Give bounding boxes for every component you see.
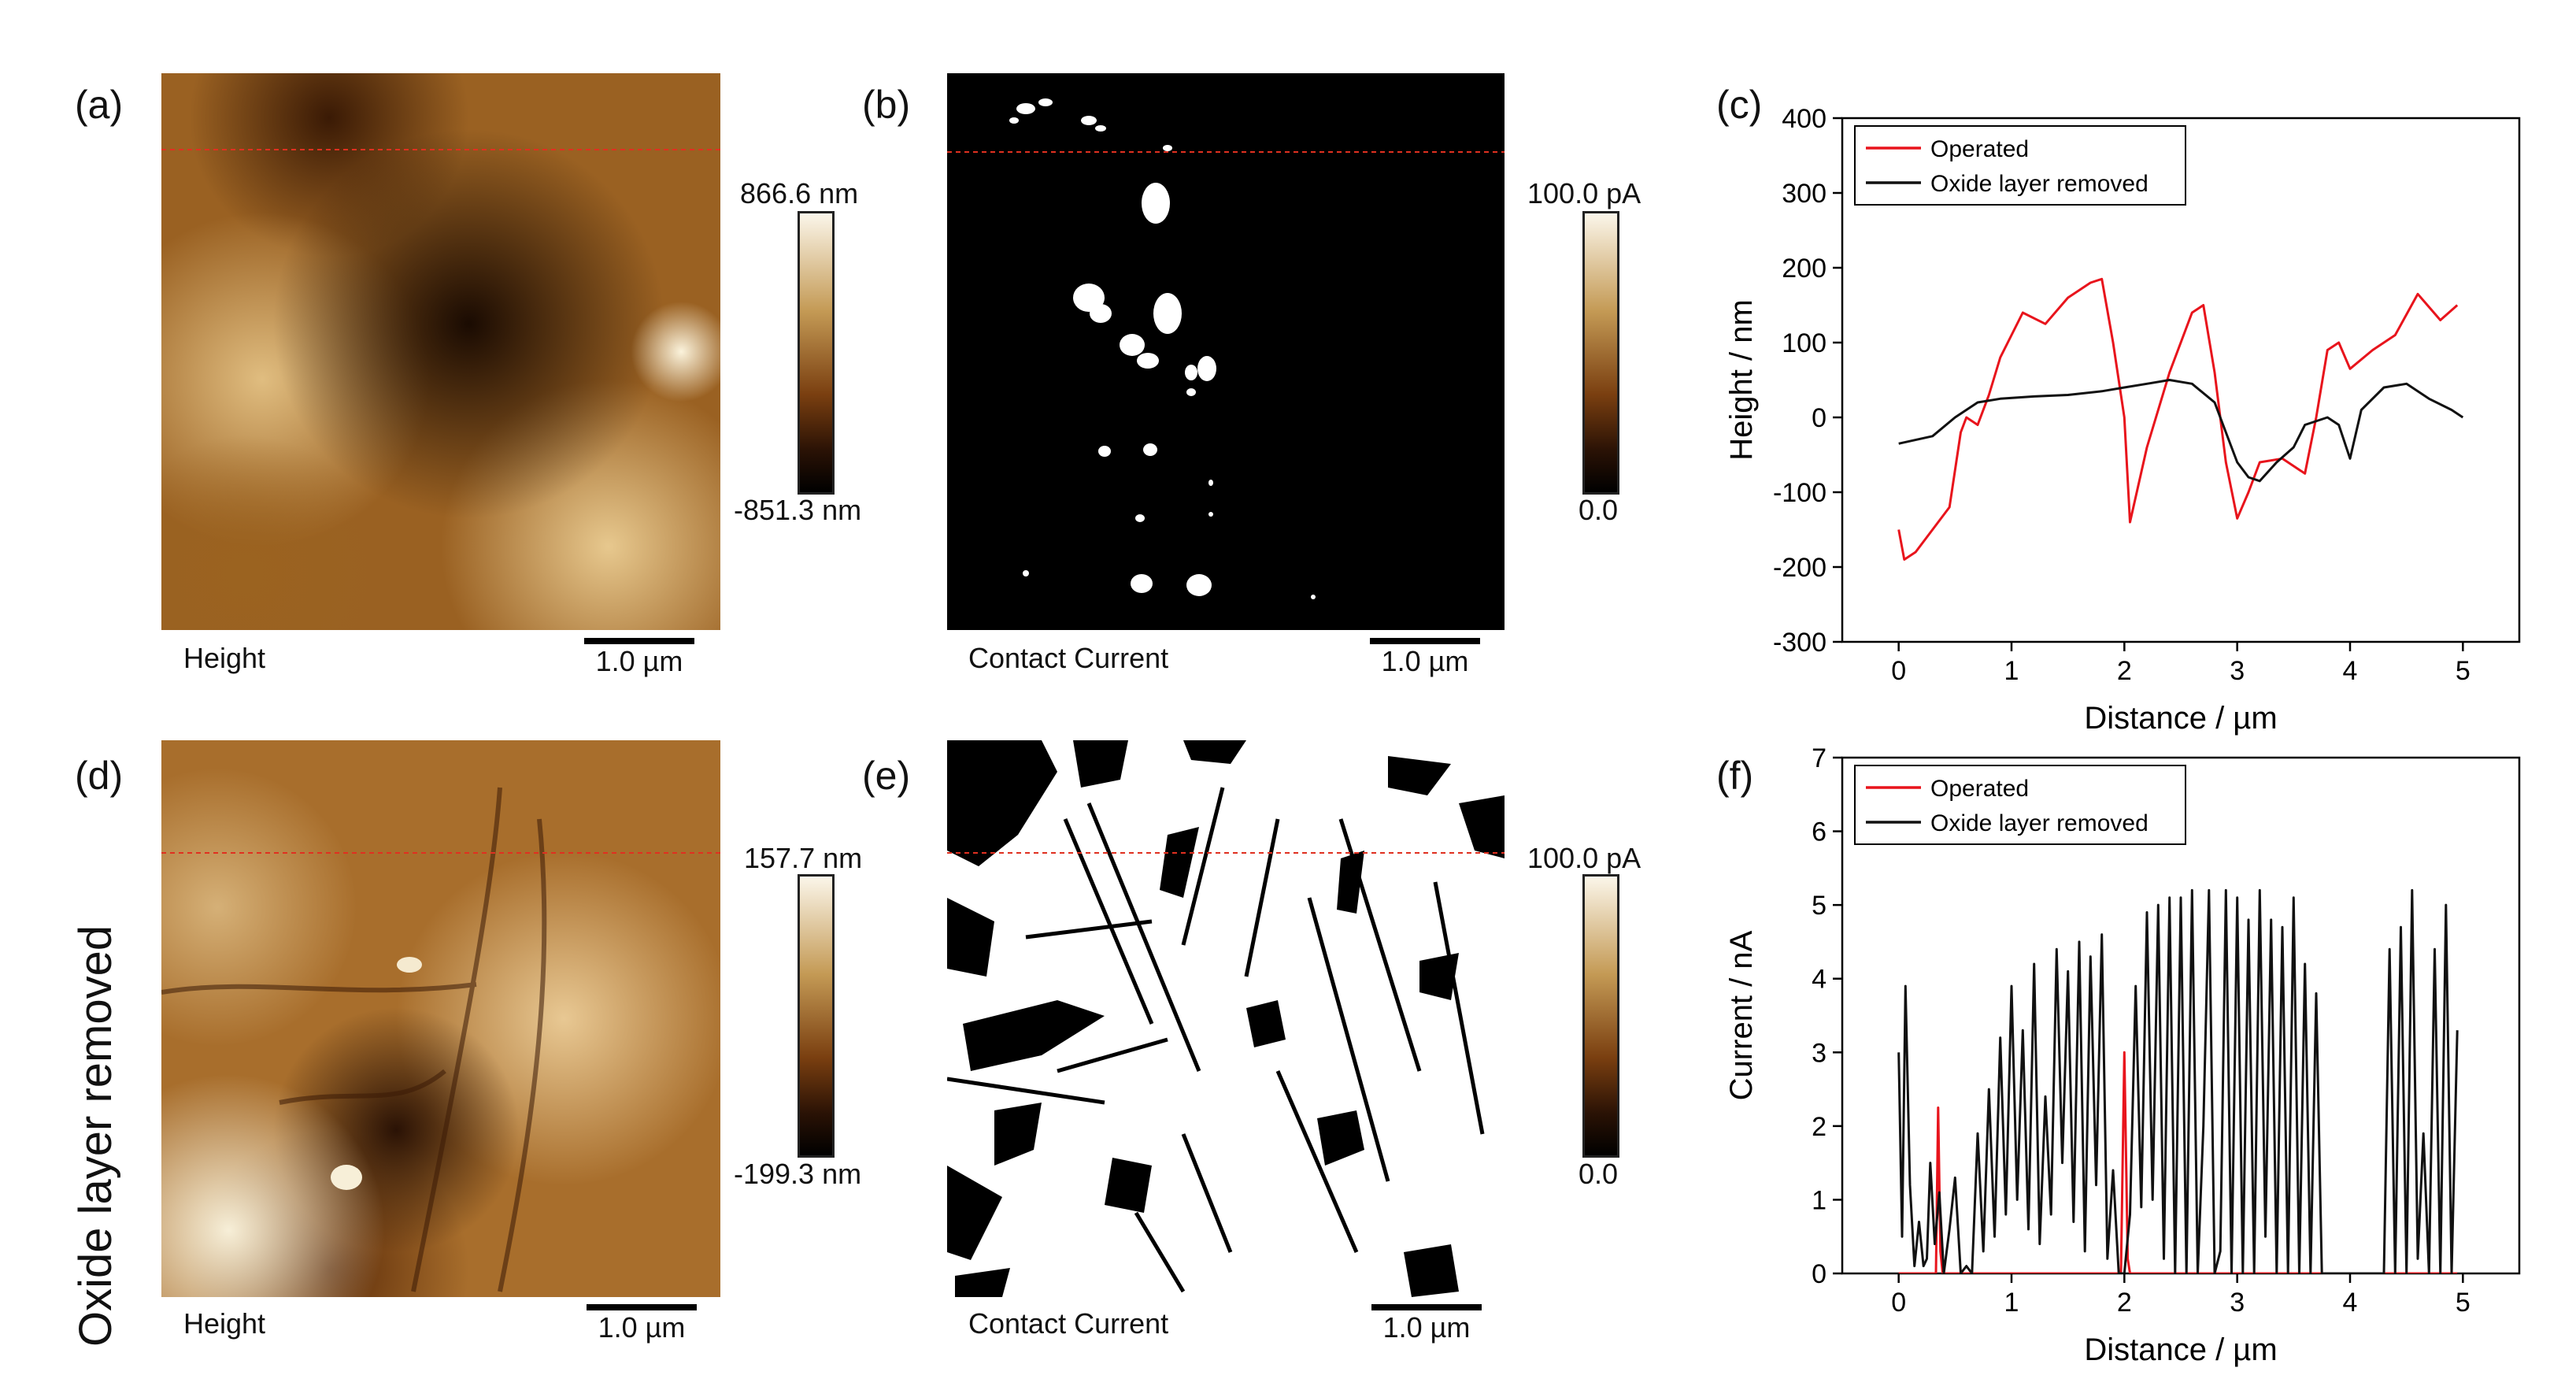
legend-box xyxy=(1854,125,2186,206)
panel-label-f: (f) xyxy=(1716,754,1754,798)
current-map-oxide-removed xyxy=(947,740,1505,1297)
scale-bar-b xyxy=(1370,638,1480,644)
y-tick-label: 300 xyxy=(1782,179,1827,209)
y-tick-label: 0 xyxy=(1812,403,1827,433)
height-map-operated xyxy=(161,73,720,630)
height-colorbar-d xyxy=(798,874,835,1158)
y-tick-label: 7 xyxy=(1812,744,1827,773)
y-tick-label: 3 xyxy=(1812,1038,1827,1068)
colorbar-max-a: 866.6 nm xyxy=(740,177,859,209)
series-line-oxide-layer-removed xyxy=(1897,888,2459,1273)
height-colorbar-a xyxy=(798,211,835,495)
x-tick-label: 4 xyxy=(2343,656,2358,686)
scale-bar-label-d: 1.0 µm xyxy=(598,1311,686,1344)
x-axis-label: Distance / µm xyxy=(2084,701,2277,736)
scale-bar-label-e: 1.0 µm xyxy=(1382,1311,1471,1344)
x-tick-label: 1 xyxy=(2004,656,2019,686)
y-axis-label: Height / nm xyxy=(1724,299,1759,461)
legend-entry: Oxide layer removed xyxy=(1930,810,2149,836)
legend-entry: Oxide layer removed xyxy=(1930,171,2149,197)
panel-label-e: (e) xyxy=(862,754,911,798)
y-axis-label: Current / nA xyxy=(1724,930,1759,1100)
y-tick-label: 5 xyxy=(1812,891,1827,921)
y-tick-label: 400 xyxy=(1782,104,1827,134)
x-tick-label: 5 xyxy=(2456,1288,2471,1318)
plot-frame xyxy=(1841,117,2521,643)
colorbar-max-d: 157.7 nm xyxy=(744,842,863,874)
y-tick-label: -300 xyxy=(1773,628,1827,658)
scale-bar-a xyxy=(584,638,694,644)
x-tick-label: 2 xyxy=(2117,656,2132,686)
colorbar-max-b: 100.0 pA xyxy=(1527,177,1641,209)
x-tick-label: 0 xyxy=(1891,656,1906,686)
y-tick-label: 6 xyxy=(1812,817,1827,847)
current-colorbar-e xyxy=(1582,874,1619,1158)
colorbar-min-e: 0.0 xyxy=(1579,1158,1619,1190)
x-tick-label: 1 xyxy=(2004,1288,2019,1318)
x-axis-label: Distance / µm xyxy=(2084,1333,2277,1367)
caption-height-d: Height xyxy=(183,1307,266,1340)
series-line-operated xyxy=(1898,1051,2458,1273)
caption-current-e: Contact Current xyxy=(968,1307,1169,1340)
current-colorbar-b xyxy=(1582,211,1619,495)
y-tick-label: 2 xyxy=(1812,1112,1827,1142)
current-profile-chart: 0 1 2 3 4 5 0 1 2 3 4 5 6 7 Distance / µm Current / nA O… xyxy=(1724,744,2521,1367)
panel-label-b: (b) xyxy=(862,83,911,127)
series-line-oxide-layer-removed xyxy=(1898,379,2464,483)
scale-bar-label-a: 1.0 µm xyxy=(595,645,683,677)
legend-entry: Operated xyxy=(1930,136,2029,162)
colorbar-min-a: -851.3 nm xyxy=(734,494,862,526)
panel-label-d: (d) xyxy=(75,754,124,798)
x-tick-label: 4 xyxy=(2343,1288,2358,1318)
scale-bar-d xyxy=(587,1304,697,1310)
caption-height-a: Height xyxy=(183,642,266,674)
legend-entry: Operated xyxy=(1930,776,2029,802)
legend-box xyxy=(1854,765,2186,845)
y-tick-label: -100 xyxy=(1773,478,1827,508)
height-map-oxide-removed xyxy=(161,740,720,1297)
y-tick-label: 4 xyxy=(1812,965,1827,995)
y-tick-label: -200 xyxy=(1773,553,1827,583)
colorbar-max-e: 100.0 pA xyxy=(1527,842,1641,874)
y-tick-label: 100 xyxy=(1782,328,1827,358)
height-profile-chart: 0 1 2 3 4 5 -300 -200 -100 0 100 200 300 400 Distance … xyxy=(1724,104,2521,736)
x-tick-label: 2 xyxy=(2117,1288,2132,1318)
scale-bar-e xyxy=(1371,1304,1482,1310)
panel-label-a: (a) xyxy=(75,83,124,127)
x-tick-label: 0 xyxy=(1891,1288,1906,1318)
caption-current-b: Contact Current xyxy=(968,642,1169,674)
series-line-operated xyxy=(1897,277,2459,561)
scale-bar-label-b: 1.0 µm xyxy=(1381,645,1469,677)
oxide-layer-removed-row-label: Oxide layer removed xyxy=(70,925,121,1347)
colorbar-min-b: 0.0 xyxy=(1579,494,1619,526)
x-tick-label: 3 xyxy=(2230,656,2245,686)
panel-label-c: (c) xyxy=(1716,83,1763,127)
y-tick-label: 1 xyxy=(1812,1185,1827,1215)
x-tick-label: 5 xyxy=(2456,656,2471,686)
current-map-operated xyxy=(947,73,1505,630)
y-tick-label: 0 xyxy=(1812,1259,1827,1289)
colorbar-min-d: -199.3 nm xyxy=(734,1158,862,1190)
x-tick-label: 3 xyxy=(2230,1288,2245,1318)
y-tick-label: 200 xyxy=(1782,254,1827,284)
